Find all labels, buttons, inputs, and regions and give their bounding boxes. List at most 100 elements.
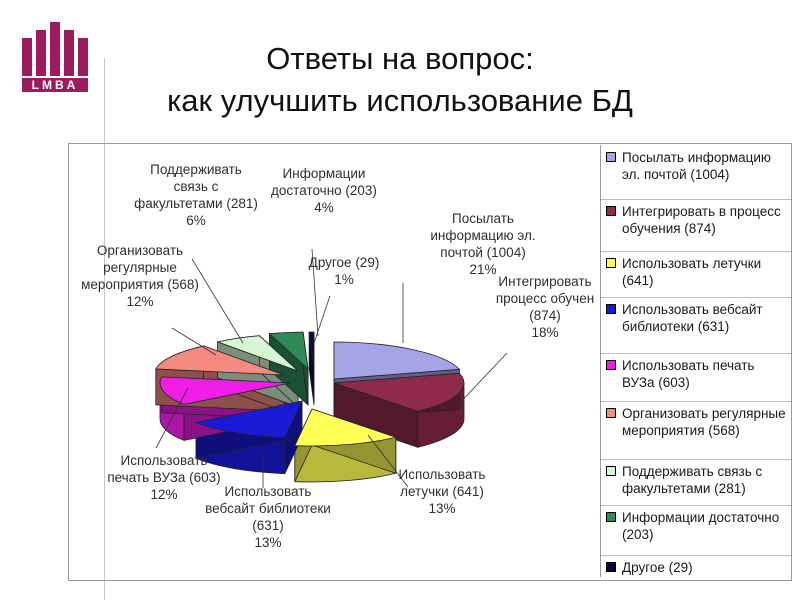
legend-item: Использовать печать ВУЗа (603) (606, 357, 790, 391)
logo-bar (22, 38, 32, 76)
legend-separator (601, 199, 791, 200)
leader-line (367, 434, 409, 488)
vertical-rule (104, 58, 105, 600)
data-label-line: 13% (254, 535, 281, 550)
legend-label: Информации достаточно (203) (622, 510, 780, 542)
title-line-1: Ответы на вопрос: (266, 41, 534, 76)
legend-item: Информации достаточно (203) (606, 509, 790, 543)
data-label-line: связь с (174, 179, 219, 194)
data-label-line: 1% (334, 272, 354, 287)
legend-item: Организовать регулярные мероприятия (568… (606, 405, 790, 439)
legend-swatch (606, 562, 616, 572)
logo-base (22, 78, 88, 92)
data-label-line: 18% (531, 325, 558, 340)
data-label-line: 6% (186, 213, 206, 228)
legend-label: Организовать регулярные мероприятия (568… (622, 406, 786, 438)
data-label: Другое (29) 1% (309, 255, 380, 287)
legend-swatch (606, 466, 616, 476)
legend-swatch (606, 206, 616, 216)
lmba-logo: LMBA (22, 22, 88, 92)
data-label-line: 12% (126, 294, 153, 309)
data-label-line: Информации (283, 166, 366, 181)
page-title: Ответы на вопрос: как улучшить использов… (110, 38, 690, 122)
data-label-line: 4% (314, 200, 334, 215)
pie-chart: Посылать информацию эл. почтой (1004) 21%Ин… (81, 162, 594, 550)
data-label: Организовать регулярные мероприятия (568) 1… (81, 243, 199, 309)
data-label-line: мероприятия (568) (81, 277, 199, 292)
legend-label: Посылать информацию эл. почтой (1004) (622, 150, 772, 182)
legend-separator (601, 505, 791, 506)
legend-swatch (606, 512, 616, 522)
legend-separator (601, 459, 791, 460)
data-label: Использовать печать ВУЗа (603) 12% (107, 453, 220, 502)
pie-slice (194, 400, 303, 439)
legend-swatch (606, 258, 616, 268)
pie-slice (216, 335, 299, 372)
data-label-line: 13% (428, 501, 455, 516)
data-label: Посылать информацию эл. почтой (1004) 21% (430, 211, 535, 277)
pie-slice (294, 408, 398, 447)
data-label: Информации достаточно (203) 4% (271, 166, 377, 215)
pie-slice (159, 376, 291, 405)
data-label-line: 21% (469, 262, 496, 277)
pie-leader-lines (155, 248, 508, 488)
legend-label: Поддерживать связь с факультетами (281) (622, 464, 763, 496)
leader-line (191, 258, 244, 344)
logo-bar (36, 30, 46, 76)
legend-separator (601, 401, 791, 402)
data-label-line: Использовать (399, 467, 486, 482)
pie-slice (308, 331, 315, 370)
leader-line (171, 327, 217, 356)
pie-slice (333, 341, 461, 380)
pie-slice (268, 331, 309, 371)
data-label-line: Интегрировать (498, 274, 591, 289)
pie-slice (333, 372, 465, 412)
legend-item: Поддерживать связь с факультетами (281) (606, 463, 790, 497)
legend-separator (601, 251, 791, 252)
legend-swatch (606, 304, 616, 314)
leader-line (455, 352, 508, 408)
leader-line (155, 387, 189, 449)
legend-item: Использовать вебсайт библиотеки (631) (606, 301, 790, 335)
data-label-line: Организовать (97, 243, 183, 258)
logo-bar (64, 30, 74, 76)
legend-swatch (606, 408, 616, 418)
data-label-line: регулярные (103, 260, 177, 275)
data-label: Использовать летучки (641) 13% (399, 467, 486, 516)
data-label: Использовать вебсайт библиотеки (631) 13% (205, 484, 331, 550)
leader-line (311, 248, 319, 337)
data-label-line: достаточно (203) (271, 183, 377, 198)
legend-swatch (606, 152, 616, 162)
data-label-line: летучки (641) (400, 484, 484, 499)
data-label-line: Другое (29) (309, 255, 380, 270)
logo-text: LMBA (32, 78, 79, 92)
data-label-line: почтой (1004) (440, 245, 525, 260)
legend-separator (601, 353, 791, 354)
logo-bar (78, 38, 88, 76)
legend-item: Другое (29) (606, 559, 790, 576)
legend-label: Другое (29) (622, 560, 693, 575)
data-label-line: Использовать (121, 453, 208, 468)
legend-separator (601, 297, 791, 298)
data-label-line: процесс обучен (496, 291, 594, 306)
data-label-line: Поддерживать (150, 162, 242, 177)
data-label-line: вебсайт библиотеки (205, 501, 331, 516)
logo-bar (50, 22, 60, 76)
legend-swatch (606, 360, 616, 370)
data-label-line: 12% (150, 487, 177, 502)
legend-item: Использовать летучки (641) (606, 255, 790, 289)
chart-frame (68, 143, 792, 581)
legend-label: Использовать вебсайт библиотеки (631) (622, 302, 763, 334)
data-label-line: печать ВУЗа (603) (107, 470, 220, 485)
legend-label: Использовать летучки (641) (622, 256, 762, 288)
legend-item: Посылать информацию эл. почтой (1004) (606, 149, 790, 183)
data-label-line: (631) (252, 518, 284, 533)
leader-line (313, 295, 331, 344)
data-label: Интегрировать процесс обучен (874) 18% (496, 274, 594, 340)
legend-item: Интегрировать в процесс обучения (874) (606, 203, 790, 237)
pie-labels: Посылать информацию эл. почтой (1004) 21%Ин… (81, 162, 594, 550)
chart-legend: Посылать информацию эл. почтой (1004) Инт… (600, 145, 791, 577)
pie-tops (155, 331, 465, 447)
pie-slice (155, 345, 285, 376)
data-label: Поддерживать связь с факультетами (281) 6% (134, 162, 258, 228)
